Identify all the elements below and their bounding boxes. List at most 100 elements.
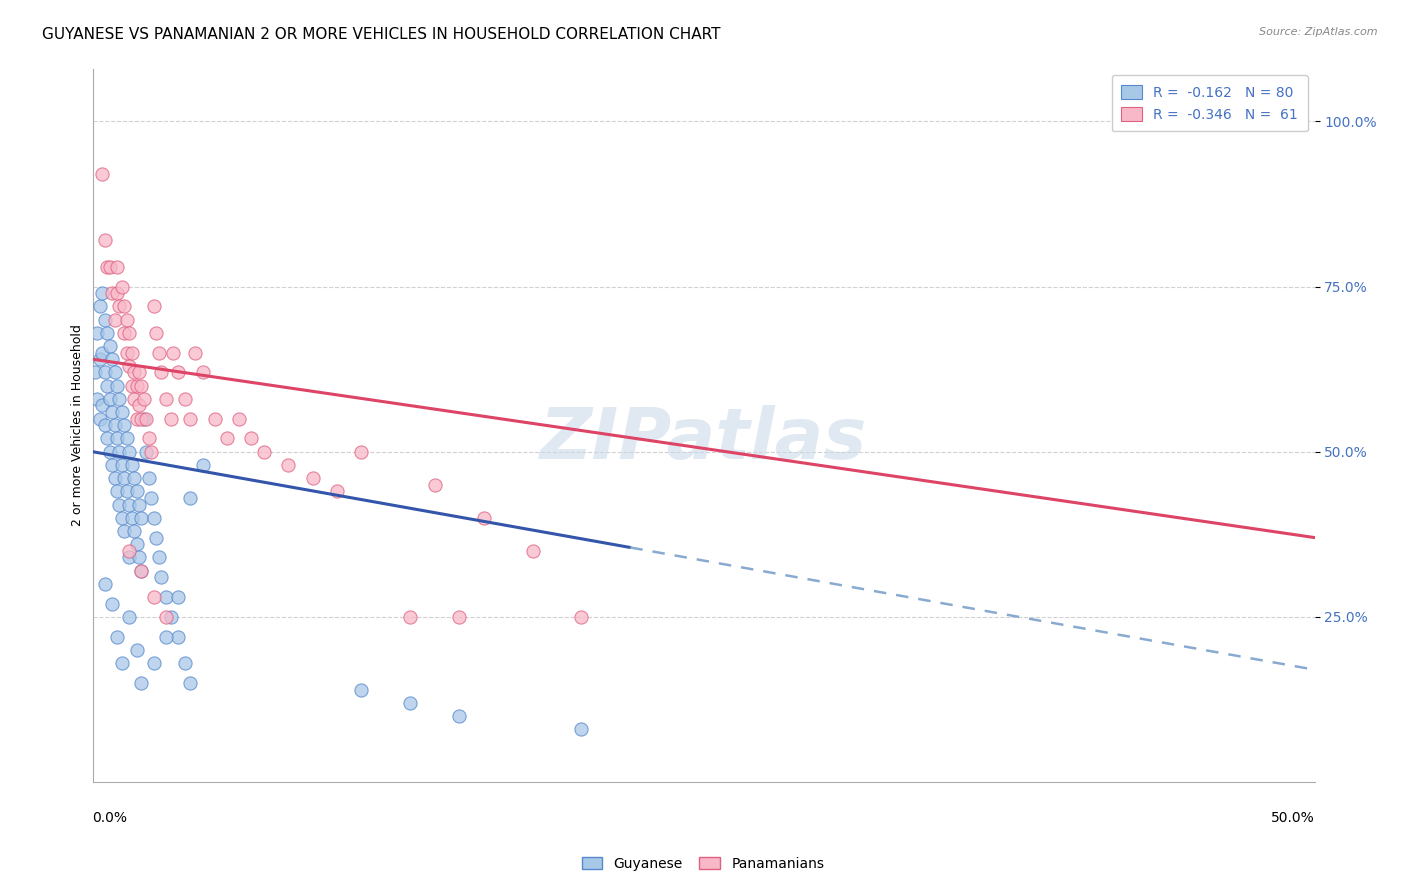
Point — [326, 484, 349, 499]
Point — [228, 411, 250, 425]
Point — [399, 610, 422, 624]
Point — [122, 471, 145, 485]
Point — [121, 510, 143, 524]
Point — [103, 366, 125, 380]
Point — [101, 352, 124, 367]
Point — [142, 299, 165, 313]
Point — [94, 366, 117, 380]
Point — [103, 418, 125, 433]
Point — [108, 498, 131, 512]
Point — [111, 279, 134, 293]
Point — [174, 392, 197, 406]
Point — [155, 610, 177, 624]
Point — [142, 656, 165, 670]
Point — [89, 299, 111, 313]
Point — [155, 392, 177, 406]
Point — [101, 458, 124, 472]
Point — [155, 630, 177, 644]
Point — [118, 498, 141, 512]
Point — [122, 366, 145, 380]
Point — [118, 610, 141, 624]
Point — [128, 366, 150, 380]
Point — [96, 326, 118, 340]
Point — [240, 432, 263, 446]
Point — [108, 299, 131, 313]
Legend: Guyanese, Panamanians: Guyanese, Panamanians — [576, 851, 830, 876]
Point — [174, 656, 197, 670]
Y-axis label: 2 or more Vehicles in Household: 2 or more Vehicles in Household — [72, 325, 84, 526]
Point — [118, 543, 141, 558]
Point — [301, 471, 323, 485]
Point — [159, 610, 181, 624]
Point — [91, 167, 114, 181]
Point — [111, 510, 134, 524]
Point — [142, 510, 165, 524]
Point — [112, 471, 135, 485]
Point — [112, 299, 135, 313]
Point — [98, 444, 121, 458]
Point — [118, 326, 141, 340]
Point — [91, 286, 114, 301]
Point — [141, 444, 163, 458]
Point — [142, 590, 165, 604]
Point — [98, 260, 121, 274]
Point — [571, 610, 593, 624]
Point — [98, 392, 121, 406]
Point — [86, 392, 108, 406]
Point — [112, 524, 135, 538]
Point — [150, 366, 173, 380]
Point — [145, 531, 167, 545]
Point — [132, 392, 155, 406]
Point — [179, 676, 201, 690]
Point — [522, 543, 544, 558]
Point — [128, 399, 150, 413]
Point — [101, 597, 124, 611]
Point — [131, 564, 153, 578]
Point — [131, 378, 153, 392]
Point — [108, 392, 131, 406]
Point — [91, 399, 114, 413]
Point — [162, 345, 184, 359]
Point — [350, 444, 373, 458]
Point — [108, 444, 131, 458]
Point — [184, 345, 207, 359]
Point — [135, 411, 157, 425]
Point — [138, 432, 160, 446]
Point — [96, 260, 118, 274]
Point — [111, 405, 134, 419]
Point — [118, 444, 141, 458]
Point — [150, 570, 173, 584]
Point — [125, 537, 148, 551]
Point — [191, 458, 214, 472]
Point — [84, 366, 107, 380]
Point — [118, 550, 141, 565]
Point — [96, 378, 118, 392]
Legend: R =  -0.162   N = 80, R =  -0.346   N =  61: R = -0.162 N = 80, R = -0.346 N = 61 — [1112, 76, 1308, 131]
Point — [96, 432, 118, 446]
Point — [131, 676, 153, 690]
Point — [115, 345, 138, 359]
Point — [167, 366, 190, 380]
Text: 0.0%: 0.0% — [93, 811, 128, 824]
Point — [128, 550, 150, 565]
Point — [350, 682, 373, 697]
Point — [167, 590, 190, 604]
Point — [215, 432, 238, 446]
Point — [179, 491, 201, 505]
Point — [277, 458, 299, 472]
Point — [155, 590, 177, 604]
Point — [159, 411, 181, 425]
Point — [135, 444, 157, 458]
Point — [145, 326, 167, 340]
Point — [121, 378, 143, 392]
Point — [399, 696, 422, 710]
Point — [105, 260, 128, 274]
Point — [449, 610, 471, 624]
Point — [122, 524, 145, 538]
Point — [86, 326, 108, 340]
Point — [167, 630, 190, 644]
Point — [125, 378, 148, 392]
Point — [121, 345, 143, 359]
Point — [423, 477, 446, 491]
Point — [94, 418, 117, 433]
